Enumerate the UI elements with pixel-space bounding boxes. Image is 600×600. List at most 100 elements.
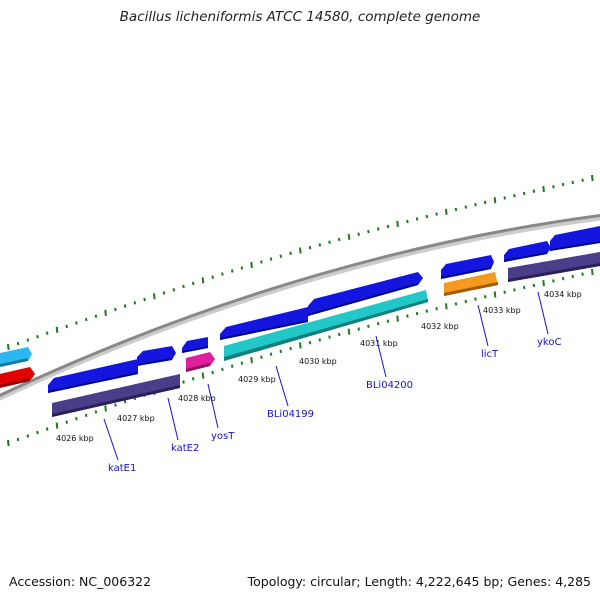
tick-mark <box>474 203 477 207</box>
tick-mark <box>542 185 545 193</box>
tick-mark <box>221 367 224 371</box>
tick-mark <box>16 437 20 442</box>
tick-mark <box>386 224 390 229</box>
gene-ykoc[interactable] <box>508 252 600 282</box>
cds-next[interactable] <box>550 226 600 251</box>
tick-mark <box>123 304 127 308</box>
scale-label: 4032 kbp <box>421 322 459 331</box>
tick-mark <box>240 266 244 270</box>
tick-mark <box>513 288 516 292</box>
tick-mark <box>591 174 594 182</box>
tick-mark <box>211 370 214 375</box>
tick-mark <box>376 322 380 326</box>
genome-summary: Topology: circular; Length: 4,222,645 bp… <box>247 574 591 589</box>
tick-mark <box>75 321 78 325</box>
tick-mark <box>561 182 565 187</box>
gene-lict[interactable] <box>444 272 498 296</box>
gene-label-bli04199[interactable]: BLi04199 <box>267 409 314 420</box>
tick-mark <box>45 331 49 335</box>
gene-kate1[interactable] <box>52 383 140 417</box>
tick-mark <box>45 427 49 431</box>
tick-mark <box>552 279 555 283</box>
cds-kate2[interactable] <box>137 346 176 366</box>
tick-mark <box>571 180 575 185</box>
bottom-tick-marks <box>7 268 594 447</box>
gene-label-kate1[interactable]: katE1 <box>108 463 136 474</box>
tick-mark <box>337 237 341 242</box>
scale-label: 4029 kbp <box>238 375 276 384</box>
tick-mark <box>84 413 88 417</box>
feature-sky-blue[interactable] <box>0 347 32 368</box>
tick-mark <box>36 430 39 435</box>
scale-label: 4031 kbp <box>360 339 398 348</box>
tick-mark <box>513 194 516 198</box>
tick-mark <box>299 247 302 254</box>
tick-mark <box>250 261 253 269</box>
cds-ykoc[interactable] <box>504 241 551 262</box>
tick-mark <box>104 405 107 412</box>
gene-label-yost[interactable]: yosT <box>211 431 235 442</box>
tick-mark <box>357 327 360 331</box>
tick-mark <box>269 257 273 261</box>
tick-mark <box>445 208 448 215</box>
cds-lict[interactable] <box>441 255 494 279</box>
tick-mark <box>94 410 98 414</box>
scale-label: 4027 kbp <box>117 414 155 423</box>
tick-mark <box>503 290 506 294</box>
tick-mark <box>347 328 351 335</box>
tick-mark <box>211 275 214 279</box>
tick-mark <box>289 251 292 255</box>
scale-label: 4026 kbp <box>56 434 94 443</box>
tick-mark <box>299 342 302 349</box>
accession-label: Accession: NC_006322 <box>9 574 152 589</box>
tick-mark <box>581 272 584 276</box>
tick-mark <box>483 295 487 299</box>
tick-mark <box>55 422 59 429</box>
cds-kate1[interactable] <box>48 359 138 393</box>
tick-mark <box>26 338 30 342</box>
gene-label-ykoc[interactable]: ykoC <box>537 337 561 348</box>
tick-mark <box>367 229 370 234</box>
tick-mark <box>376 227 380 231</box>
tick-mark <box>104 309 107 316</box>
tick-mark <box>435 212 438 216</box>
tick-mark <box>279 254 283 258</box>
tick-mark <box>561 277 565 281</box>
tick-mark <box>114 403 117 407</box>
tick-mark <box>571 274 575 279</box>
tick-mark <box>308 341 312 345</box>
tick-mark <box>396 315 399 322</box>
gene-yost[interactable] <box>186 352 215 372</box>
tick-mark <box>318 338 322 342</box>
tick-mark <box>493 197 497 204</box>
tick-mark <box>337 332 341 337</box>
tick-mark <box>191 377 195 381</box>
tick-mark <box>123 400 127 404</box>
tick-mark <box>133 301 137 305</box>
tick-mark <box>493 291 497 298</box>
gene-label-bli04200[interactable]: BLi04200 <box>366 380 413 391</box>
cds-yost[interactable] <box>182 337 208 353</box>
gene-label-lict[interactable]: licT <box>481 349 499 360</box>
gene-kate2[interactable] <box>140 374 180 397</box>
tick-mark <box>415 311 419 316</box>
tick-mark <box>94 314 98 318</box>
tick-mark <box>55 326 59 333</box>
cds-bli04199[interactable] <box>220 307 308 340</box>
tick-mark <box>84 317 88 322</box>
tick-mark <box>221 272 224 276</box>
gene-label-kate2[interactable]: katE2 <box>171 443 199 454</box>
tick-mark <box>250 357 253 364</box>
tick-mark <box>230 269 234 273</box>
feature-red[interactable] <box>0 367 35 389</box>
tick-mark <box>65 420 68 424</box>
tick-mark <box>182 380 185 384</box>
tick-mark <box>26 434 30 438</box>
cds-bli04200[interactable] <box>308 272 423 316</box>
tick-mark <box>357 232 360 236</box>
gene-labels: katE1 katE2 yosT BLi04199 BLi04200 licT … <box>108 337 561 474</box>
tick-mark <box>464 299 468 304</box>
gene-bli04199-bli04200[interactable] <box>224 290 428 361</box>
tick-mark <box>75 417 78 421</box>
